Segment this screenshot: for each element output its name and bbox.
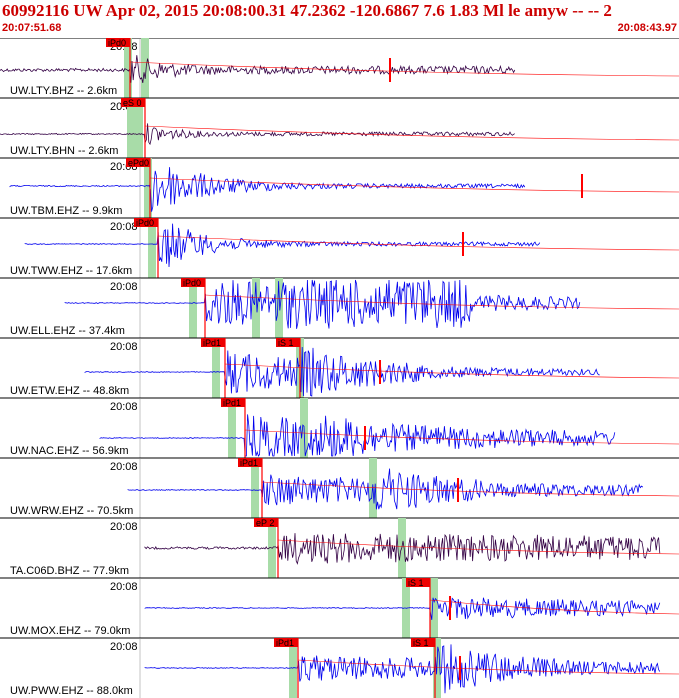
station-label: UW.ETW.EHZ -- 48.8km [10, 385, 129, 397]
start-time: 20:07:51.68 [2, 22, 62, 34]
waveform [64, 279, 581, 329]
pick-flag [406, 578, 430, 587]
pick-flag [201, 338, 225, 347]
pick-flag [126, 158, 150, 167]
station-label: UW.LTY.BHN -- 2.6km [10, 145, 118, 157]
end-time: 20:08:43.97 [617, 22, 677, 34]
minute-label: 20:08 [110, 221, 138, 233]
pick-flag [276, 338, 300, 347]
pick-label: ePd0 [128, 158, 149, 168]
travel-time-curve [297, 659, 679, 675]
pick-window-shade [228, 398, 236, 458]
travel-time-curve [157, 235, 679, 251]
minute-label: 20:08 [110, 281, 138, 293]
waveform [24, 223, 541, 268]
waveform [144, 533, 661, 565]
minute-label: 20:08 [110, 521, 138, 533]
pick-flag [411, 638, 435, 647]
pick-window-shade [212, 338, 220, 398]
trace-panel: 20:08 eP 2 TA.C06D.BHZ -- 77.9km [0, 517, 679, 578]
waveform [9, 167, 526, 212]
minute-label: 20:08 [110, 581, 138, 593]
station-label: TA.C06D.BHZ -- 77.9km [10, 565, 129, 577]
pick-window-shade [135, 98, 143, 158]
trace-panel: 20:08 iPd1 UW.WRW.EHZ -- 70.5km [0, 457, 679, 518]
pick-label: iS 1 [408, 578, 424, 588]
pick-label: iPd1 [276, 638, 294, 648]
pick-window-shade [141, 38, 149, 98]
pick-label: iS 1 [413, 638, 429, 648]
pick-label: iPd0 [136, 218, 154, 228]
waveform [0, 55, 516, 83]
pick-flag [221, 398, 245, 407]
pick-flag [254, 518, 278, 527]
pick-flag [121, 98, 145, 107]
pick-label: iPd1 [240, 458, 258, 468]
pick-flag [181, 278, 205, 287]
pick-window-shade [124, 38, 132, 98]
trace-panel: 20:08 iPd1 UW.NAC.EHZ -- 56.9km [0, 397, 679, 458]
station-label: UW.PWW.EHZ -- 88.0km [10, 685, 133, 697]
pick-flag [134, 218, 158, 227]
pick-window-shade [148, 218, 156, 278]
trace-panel: 20:08 iPd1 iS 1 UW.ETW.EHZ -- 48.8km [0, 337, 679, 398]
trace-panel: 20:08 iPd0 UW.ELL.EHZ -- 37.4km [0, 277, 679, 338]
station-label: UW.ELL.EHZ -- 37.4km [10, 325, 125, 337]
pick-label: eP 2 [256, 518, 274, 528]
pick-label: iPd0 [183, 278, 201, 288]
waveform [0, 123, 515, 146]
station-label: UW.NAC.EHZ -- 56.9km [10, 445, 129, 457]
trace-panel: 20:08 iPd1 iS 1 UW.PWW.EHZ -- 88.0km [0, 637, 679, 698]
pick-label: iPd1 [223, 398, 241, 408]
station-label: UW.TWW.EHZ -- 17.6km [10, 265, 132, 277]
pick-window-shade [144, 158, 152, 218]
station-label: UW.WRW.EHZ -- 70.5km [10, 505, 133, 517]
travel-time-curve [149, 177, 679, 193]
travel-time-curve [224, 363, 679, 379]
pick-flag [274, 638, 298, 647]
waveform [144, 597, 661, 620]
pick-window-shade [275, 278, 283, 338]
travel-time-curve [244, 429, 679, 445]
pick-window-shade [189, 278, 197, 338]
pick-window-shade [127, 98, 135, 158]
pick-window-shade [252, 278, 260, 338]
station-label: UW.MOX.EHZ -- 79.0km [10, 625, 130, 637]
pick-label: eS 0 [123, 98, 142, 108]
pick-window-shade [430, 578, 438, 638]
travel-time-curve [204, 294, 679, 310]
travel-time-curve [261, 481, 679, 497]
minute-label: 20:08 [110, 641, 138, 653]
travel-time-curve [277, 539, 679, 555]
trace-panel: 20:08eS 0UW.LTY.BHN -- 2.6km [0, 97, 679, 158]
trace-panel: 20:08 iS 1 UW.MOX.EHZ -- 79.0km [0, 577, 679, 638]
station-label: UW.TBM.EHZ -- 9.9km [10, 205, 122, 217]
travel-time-curve [144, 125, 679, 141]
station-label: UW.LTY.BHZ -- 2.6km [10, 85, 117, 97]
waveform [99, 414, 616, 457]
waveform [127, 468, 644, 510]
waveform [144, 644, 661, 694]
minute-label: 20:08 [110, 401, 138, 413]
pick-window-shade [251, 458, 259, 518]
pick-label: iPd0 [108, 38, 126, 48]
pick-label: iS 1 [278, 338, 294, 348]
travel-time-curve [129, 61, 679, 77]
minute-label: 20:08 [110, 341, 138, 353]
pick-label: iPd1 [203, 338, 221, 348]
pick-flag [238, 458, 262, 467]
event-title: 60992116 UW Apr 02, 2015 20:08:00.31 47.… [2, 1, 612, 20]
travel-time-curve [429, 599, 679, 615]
waveform [84, 346, 600, 397]
minute-label: 20:08 [110, 461, 138, 473]
pick-flag [106, 38, 130, 47]
